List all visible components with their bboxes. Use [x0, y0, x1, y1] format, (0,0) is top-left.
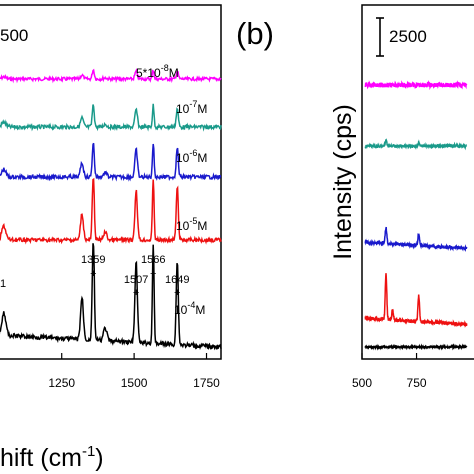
panel-a-x-ticks: 1250 1500 1750: [48, 353, 220, 390]
peak-label-1649: 1649: [165, 274, 189, 286]
panel-a-spectra: [0, 68, 222, 351]
x-tick-label-b-0: 500: [352, 376, 372, 390]
spectrum-line-b-0: [364, 80, 468, 91]
panel-b-scale-label: 2500: [389, 27, 427, 46]
panel-b-frame: [361, 4, 474, 360]
panel-b-scale-bar: [376, 17, 384, 57]
spectrum-line-b-1: [364, 138, 468, 151]
conc-label-1e-5: 10-5M: [176, 216, 207, 233]
peak-label-1359: 1359: [81, 254, 105, 266]
panel-b-x-ticks: 500 750: [352, 353, 427, 390]
x-tick-label-a-1: 1500: [121, 376, 148, 390]
spectrum-line-b-3: [364, 273, 468, 328]
conc-label-1e-6: 10-6M: [176, 148, 207, 165]
x-tick-label-a-0: 1250: [48, 376, 75, 390]
panel-a-x-axis-title: hift (cm-1): [0, 443, 104, 472]
panel-letter-b: (b): [236, 16, 274, 51]
conc-label-5e-8: 5*10-8M: [136, 63, 179, 80]
peak-mark-1566: +: [150, 268, 156, 280]
x-tick-label-a-2: 1750: [193, 376, 220, 390]
spectrum-line-a-2: [0, 142, 222, 182]
x-tick-label-b-1: 750: [407, 376, 427, 390]
peak-mark-1359: +: [90, 268, 96, 280]
peak-mark-1507: +: [133, 287, 139, 299]
peak-mark-1649: +: [174, 287, 180, 299]
panel-b-spectra: [364, 80, 468, 351]
spectrum-line-b-4: [364, 343, 468, 351]
panel-a-partial-peak-label: 1: [0, 278, 6, 290]
peak-label-1566: 1566: [141, 254, 165, 266]
spectrum-line-a-4: [0, 243, 222, 351]
panel-a-peak-markers: 1359+ 1507+1566+ 1649+: [81, 254, 189, 299]
spectrum-line-b-2: [364, 226, 468, 252]
spectrum-line-a-1: [0, 103, 222, 132]
panel-b-y-axis-title: Intensity (cps): [329, 104, 357, 260]
peak-label-1507: 1507: [124, 274, 148, 286]
spectrum-line-a-3: [0, 177, 222, 245]
panel-a-frame: [0, 4, 222, 360]
panel-a-scale-label: 500: [0, 26, 28, 45]
conc-label-1e-7: 10-7M: [176, 99, 207, 116]
spectrum-line-a-0: [0, 68, 222, 84]
conc-label-1e-4: 10-4M: [174, 300, 205, 317]
